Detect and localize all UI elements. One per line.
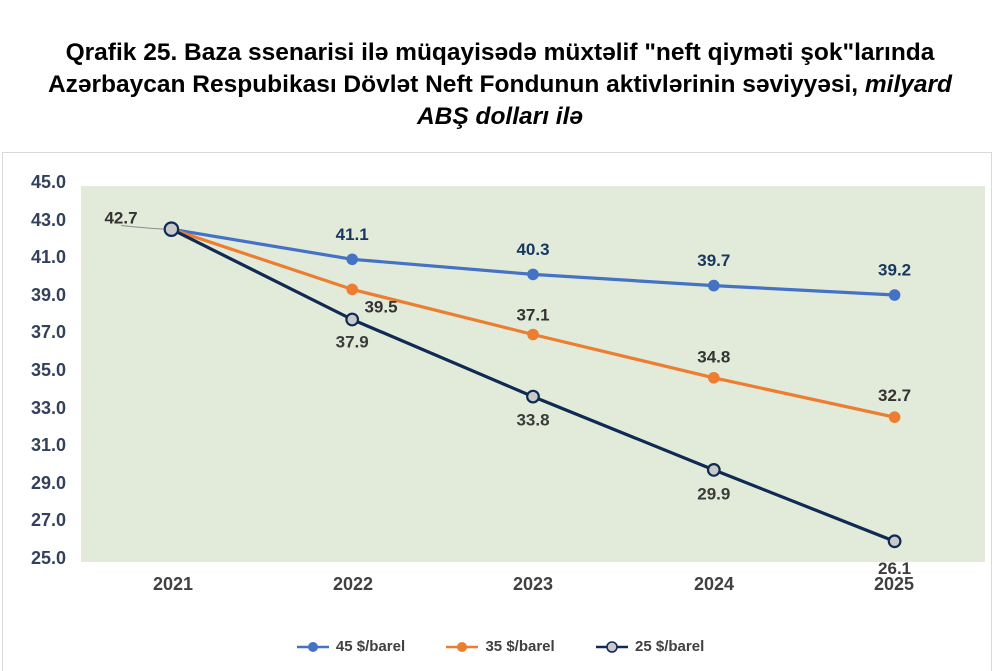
svg-text:41.1: 41.1 — [336, 225, 369, 244]
svg-text:42.7: 42.7 — [104, 209, 137, 228]
svg-text:32.7: 32.7 — [878, 386, 911, 405]
svg-text:40.3: 40.3 — [516, 240, 549, 259]
svg-text:37.9: 37.9 — [336, 333, 369, 352]
svg-text:34.8: 34.8 — [697, 348, 730, 367]
svg-text:33.8: 33.8 — [516, 411, 549, 430]
svg-text:37.1: 37.1 — [516, 306, 549, 325]
svg-text:26.1: 26.1 — [878, 559, 911, 578]
svg-text:39.2: 39.2 — [878, 261, 911, 280]
svg-text:29.9: 29.9 — [697, 485, 730, 504]
svg-text:39.7: 39.7 — [697, 251, 730, 270]
svg-text:39.5: 39.5 — [364, 298, 397, 317]
